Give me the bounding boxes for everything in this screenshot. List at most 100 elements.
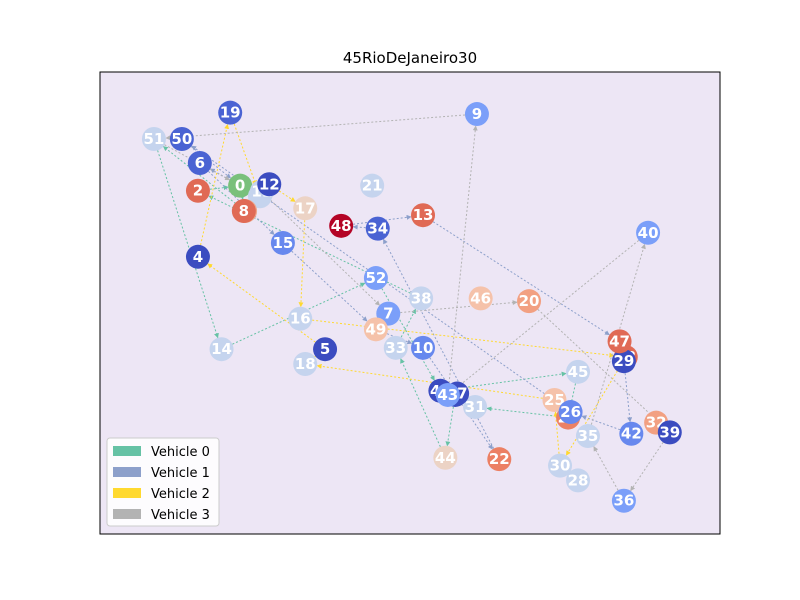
customer-node: 46 [468,286,493,311]
node-label: 0 [235,177,245,195]
node-label: 42 [621,425,642,443]
node-marker [293,196,318,221]
route-edge [270,199,381,306]
node-label: 47 [609,332,630,350]
customer-node: 20 [517,289,542,314]
node-label: 44 [435,449,456,467]
customer-node: 34 [365,216,390,241]
customer-node: 49 [363,317,388,342]
node-label: 5 [320,340,330,358]
plot-frame [99,71,721,535]
legend-swatch [113,446,141,456]
customer-node: 18 [293,351,318,376]
legend-box [106,437,220,527]
route-edge [278,190,296,203]
customer-node: 2 [185,178,210,203]
customer-node: 47 [607,329,632,354]
node-marker [463,394,488,419]
node-label: 51 [144,130,165,148]
route-edge [316,363,543,399]
customer-node: 40 [636,220,661,245]
legend-swatch [113,509,141,519]
node-label: 28 [568,471,589,489]
node-marker [517,289,542,314]
route-edge [312,319,615,358]
customer-node: 48 [329,213,354,238]
customer-node: 33 [383,335,408,360]
node-marker [464,102,489,127]
node-marker [185,178,210,203]
node-label: 8 [239,202,249,220]
route-edge [448,125,478,384]
depot-node: 0 [228,173,253,198]
node-marker [619,421,644,446]
customer-node: 30 [548,453,573,478]
customer-node: 39 [657,420,682,445]
customer-node: 35 [575,424,600,449]
route-edge [456,239,640,388]
route-edge [298,220,306,308]
node-marker [209,337,234,362]
customer-node: 16 [288,306,313,331]
legend: Vehicle 0 Vehicle 1 Vehicle 2 Vehicle 3 [106,437,220,527]
route-edge [200,123,230,246]
node-marker [435,382,460,407]
legend-label: Vehicle 1 [151,466,210,481]
node-marker [360,173,385,198]
customer-node: 15 [270,230,295,255]
node-marker [383,335,408,360]
node-label: 26 [560,403,581,421]
nodes-layer: 0123456789101112131415161718192021222324… [141,100,682,513]
node-marker [185,244,210,269]
node-marker [566,468,591,493]
customer-node: 26 [558,400,583,425]
node-marker [487,447,512,472]
legend-swatch [113,467,141,477]
node-marker [293,351,318,376]
node-label: 21 [362,177,383,195]
customer-node: 51 [141,126,166,151]
legend-label: Vehicle 0 [151,445,210,460]
node-label: 45 [568,363,589,381]
node-marker [270,230,295,255]
node-label: 7 [383,305,393,323]
customer-node: 13 [411,203,436,228]
node-label: 39 [659,423,680,441]
route-edge [233,123,257,186]
node-marker [558,400,583,425]
customer-node: 5 [313,337,338,362]
route-edge [581,415,621,431]
route-edge [630,442,664,492]
node-label: 29 [613,352,634,370]
node-label: 6 [195,154,205,172]
node-marker [575,424,600,449]
node-label: 2 [193,182,203,200]
node-label: 22 [489,450,510,468]
node-label: 20 [519,292,540,310]
route-edge [537,308,662,425]
node-label: 52 [365,269,386,287]
node-label: 33 [385,339,406,357]
node-marker [141,126,166,151]
node-label: 15 [272,234,293,252]
route-edge [382,238,495,449]
route-edge [445,406,454,447]
customer-node: 21 [360,173,385,198]
route-edge [452,371,567,390]
route-edge [209,185,229,191]
route-edge [429,357,493,450]
node-marker [231,199,256,224]
route-edge [291,250,368,322]
node-marker [363,317,388,342]
customer-node: 42 [619,421,644,446]
customer-node: 19 [218,100,243,125]
node-label: 9 [472,105,482,123]
node-marker [288,306,313,331]
customer-node: 14 [209,337,234,362]
node-marker [636,220,661,245]
route-edge [432,221,610,336]
node-marker [433,445,458,470]
legend-swatch [113,488,141,498]
customer-node: 38 [409,286,434,311]
